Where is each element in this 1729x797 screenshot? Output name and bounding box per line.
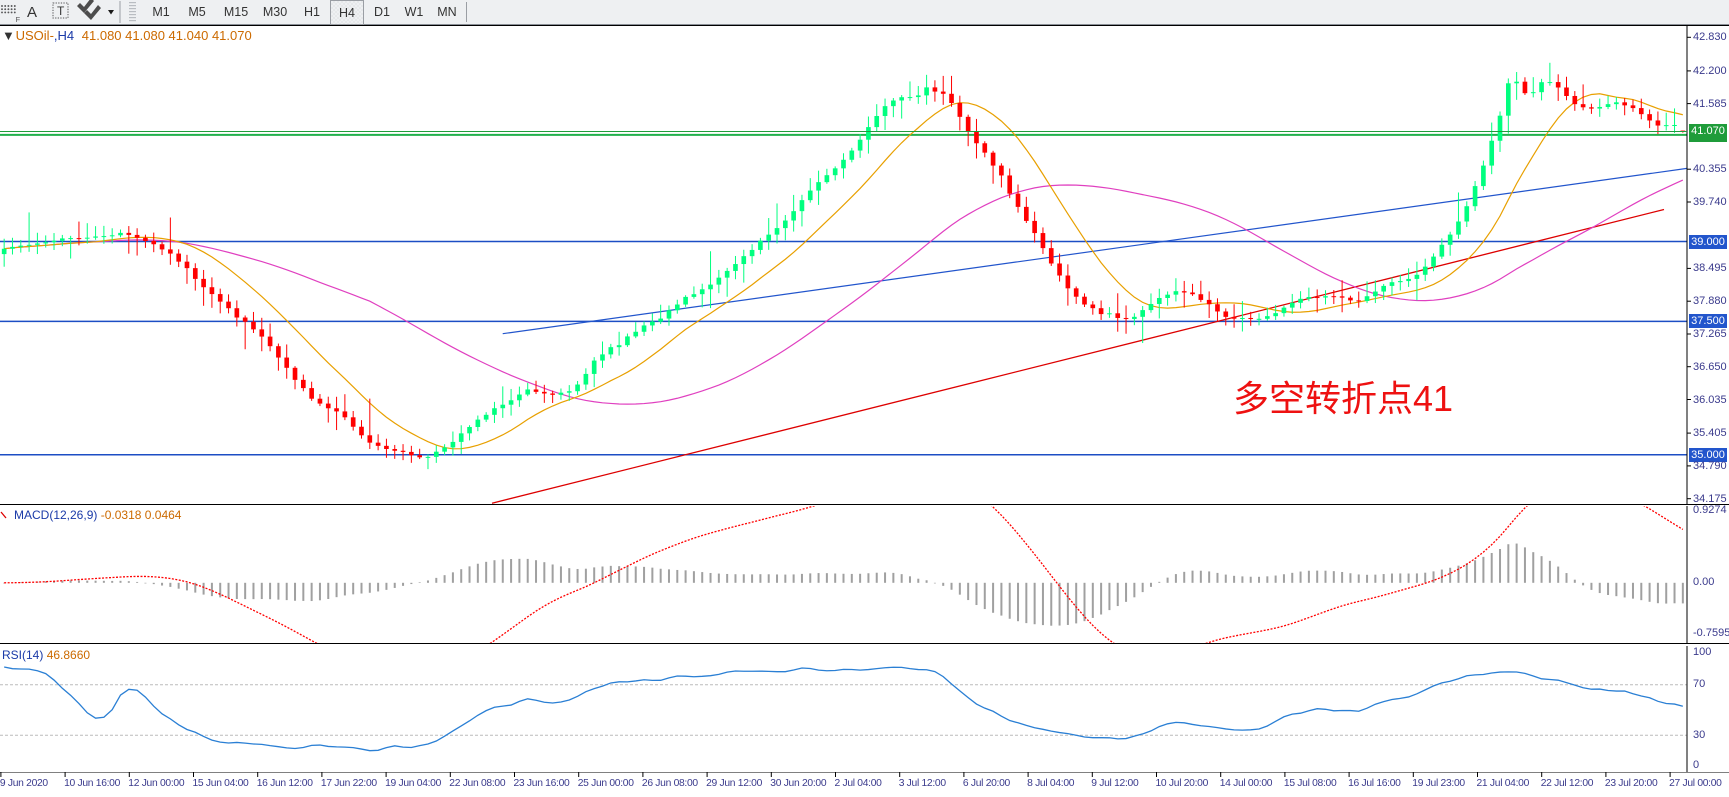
svg-text:F: F <box>16 15 21 24</box>
svg-text:A: A <box>27 4 37 21</box>
svg-text:T: T <box>57 4 65 18</box>
